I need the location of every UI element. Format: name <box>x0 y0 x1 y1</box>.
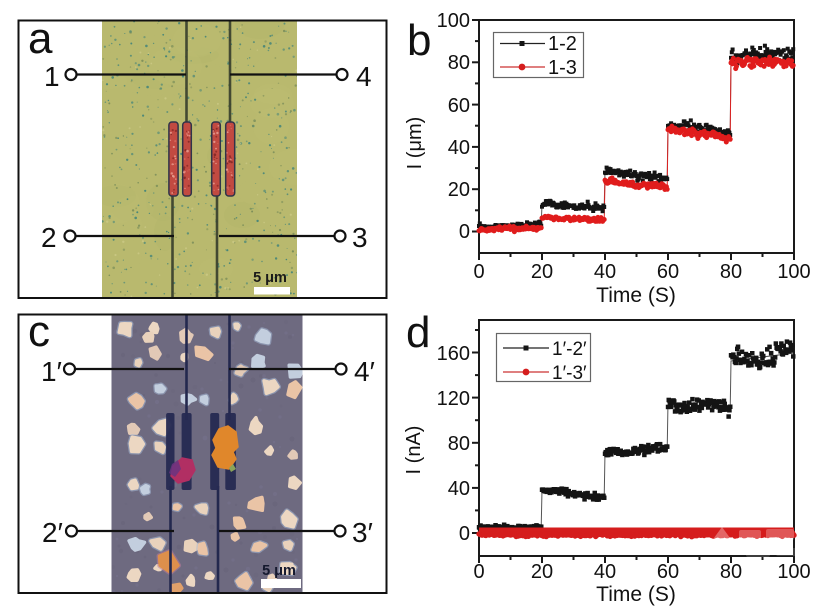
svg-text:80: 80 <box>720 561 742 583</box>
svg-text:20: 20 <box>531 561 553 583</box>
svg-text:60: 60 <box>448 95 470 117</box>
svg-text:I (μm): I (μm) <box>404 117 426 170</box>
svg-text:I (nA): I (nA) <box>403 426 425 475</box>
svg-text:0: 0 <box>459 523 470 545</box>
svg-text:0: 0 <box>473 561 484 583</box>
svg-text:120: 120 <box>437 388 470 410</box>
svg-text:1′: 1′ <box>41 356 62 387</box>
svg-text:3′: 3′ <box>352 517 373 548</box>
svg-text:b: b <box>407 16 431 65</box>
svg-text:60: 60 <box>657 561 679 583</box>
svg-text:40: 40 <box>594 261 616 283</box>
svg-text:40: 40 <box>594 561 616 583</box>
svg-text:100: 100 <box>777 261 810 283</box>
svg-text:0: 0 <box>473 261 484 283</box>
svg-text:a: a <box>28 14 53 63</box>
svg-text:2′: 2′ <box>42 517 63 548</box>
svg-text:Time (S): Time (S) <box>596 583 676 606</box>
svg-text:4′: 4′ <box>354 356 375 387</box>
svg-text:40: 40 <box>448 478 470 500</box>
svg-text:5 μm: 5 μm <box>262 563 296 579</box>
svg-text:80: 80 <box>448 52 470 74</box>
svg-text:1-2: 1-2 <box>548 33 577 55</box>
svg-text:1′-3′: 1′-3′ <box>552 363 587 384</box>
svg-text:d: d <box>406 308 430 357</box>
svg-text:40: 40 <box>448 137 470 159</box>
svg-text:c: c <box>28 307 50 356</box>
svg-text:2: 2 <box>41 222 57 253</box>
svg-text:100: 100 <box>777 561 810 583</box>
svg-text:0: 0 <box>459 221 470 243</box>
svg-text:1′-2′: 1′-2′ <box>552 339 587 360</box>
svg-text:20: 20 <box>448 179 470 201</box>
svg-text:100: 100 <box>437 10 470 32</box>
svg-text:160: 160 <box>437 343 470 365</box>
svg-text:80: 80 <box>720 261 742 283</box>
svg-text:1-3: 1-3 <box>548 57 577 79</box>
svg-text:4: 4 <box>356 61 372 92</box>
svg-text:20: 20 <box>531 261 553 283</box>
svg-text:1: 1 <box>44 61 60 92</box>
svg-text:80: 80 <box>448 433 470 455</box>
svg-text:60: 60 <box>657 261 679 283</box>
svg-text:5 μm: 5 μm <box>253 270 287 286</box>
svg-text:Time (S): Time (S) <box>596 284 676 307</box>
svg-text:3: 3 <box>352 222 368 253</box>
